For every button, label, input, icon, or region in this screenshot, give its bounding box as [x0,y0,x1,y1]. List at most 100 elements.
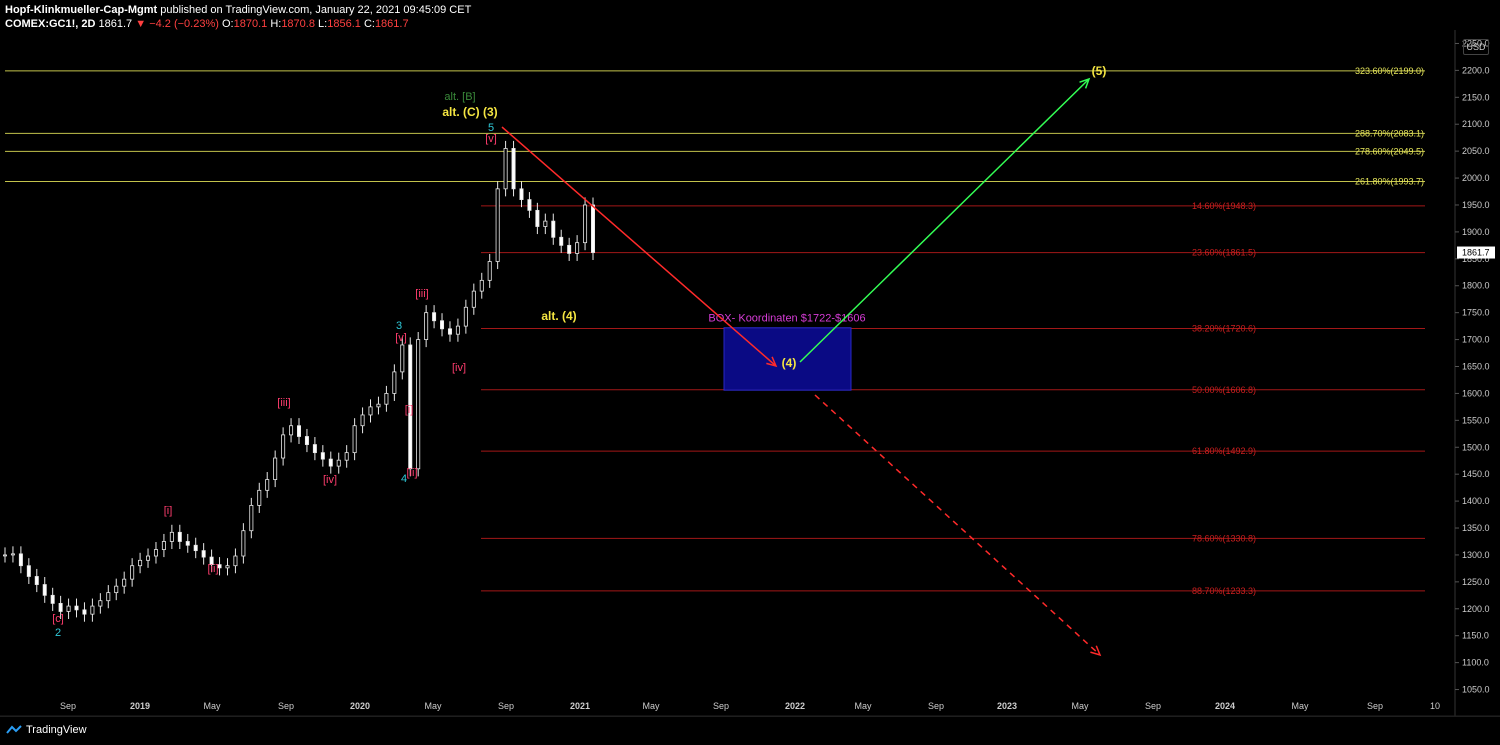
fib-level-label: 323.60%(2199.0) [1355,66,1424,76]
x-tick-label: 10 [1430,701,1440,711]
wave-label: [iii] [277,397,290,409]
up-arrow [799,78,1090,363]
price-bar-body [471,290,476,308]
price-bar-body [384,393,389,405]
x-tick-label: 2020 [350,701,370,711]
price-bar-body [368,406,373,416]
price-bar-body [583,204,588,244]
price-bar-body [447,328,452,335]
price-bar-body [304,436,309,445]
symbol-label[interactable]: COMEX:GC1!, 2D [5,18,96,30]
price-bar-body [559,236,564,246]
price-change: ▼ −4.2 (−0.23%) [135,18,219,30]
price-bar-body [130,565,135,580]
fib-level-label: 23.60%(1861.5) [1192,248,1256,258]
chart-header: Hopf-Klinkmueller-Cap-Mgmt published on … [5,3,471,31]
fib-level-label: 288.70%(2083.1) [1355,128,1424,138]
tradingview-logo-icon [6,725,22,735]
price-bar-body [225,565,230,569]
x-tick-label: May [854,701,872,711]
wave-label: [iv] [452,362,466,374]
fib-level-label: 88.70%(1233.3) [1192,586,1256,596]
y-tick-label: 2100.0 [1462,119,1490,129]
price-bar-body [193,544,198,552]
price-bar-body [543,220,548,227]
wave-label: [iii] [415,288,428,300]
price-bar-body [177,531,182,542]
price-bar-body [90,605,95,615]
price-bar-body [50,594,55,604]
y-tick-label: 1900.0 [1462,227,1490,237]
open-value: 1870.1 [233,18,268,30]
price-bar-body [257,489,262,506]
x-tick-label: May [424,701,442,711]
y-tick-label: 1100.0 [1462,658,1489,668]
y-tick-label: 1700.0 [1462,335,1490,345]
price-bar-body [3,554,8,557]
tradingview-brand: TradingView [26,724,87,736]
price-bar-body [169,531,174,542]
low-value: 1856.1 [327,18,361,30]
wave-label: alt. (4) [541,309,576,323]
wave-label: alt. (C) (3) [442,105,497,119]
footer-bar: TradingView [0,716,1500,745]
price-bar-body [495,188,500,262]
y-tick-label: 1250.0 [1462,577,1490,587]
wave-label: (5) [1092,64,1107,78]
open-label: O: [221,18,234,30]
wave-label: 5 [488,122,494,134]
y-tick-label: 1650.0 [1462,362,1490,372]
x-tick-label: 2023 [997,701,1017,711]
y-tick-label: 1950.0 [1462,200,1490,210]
y-tick-label: 1550.0 [1462,415,1490,425]
tradingview-logo[interactable]: TradingView [6,724,87,736]
price-bar-body [503,148,508,190]
wave-label: [iv] [323,474,337,486]
fib-level-label: 278.60%(2049.5) [1355,146,1424,156]
x-tick-label: May [203,701,221,711]
dashed-down-arrow-head [1090,645,1102,657]
price-bar-body [98,600,103,607]
y-tick-label: 2250.0 [1462,38,1490,48]
price-bar-body [82,609,87,615]
last-price-tag [1457,246,1495,259]
fib-level-label: 50.00%(1606.8) [1192,385,1256,395]
price-bar-body [511,148,516,190]
price-bar-body [567,244,572,254]
price-bar-body [185,541,190,546]
price-bar-body [328,458,333,467]
currency-button[interactable]: USD [1463,39,1489,55]
price-bar-body [535,209,540,227]
high-value: 1870.8 [281,18,315,30]
x-tick-label: May [1071,701,1089,711]
y-tick-label: 1600.0 [1462,388,1490,398]
price-bar-body [575,242,580,254]
price-bar-body [58,602,63,612]
price-bar-body [201,550,206,558]
y-tick-label: 1400.0 [1462,496,1490,506]
price-bar-body [519,188,524,200]
price-bar-body [233,555,238,567]
wave-label: 4 [401,473,407,485]
fib-level-label: 78.60%(1330.8) [1192,533,1256,543]
target-box: BOX- Koordinaten $1722-$1606 [708,313,866,391]
price-bar-body [408,344,413,470]
x-tick-label: Sep [278,701,294,711]
price-bar-body [281,434,286,459]
wave-labels: [c]2[i][ii][iii][iv]3[v][i][ii]4[iii][iv… [52,64,1106,639]
price-bar-body [273,457,278,480]
publisher-line: Hopf-Klinkmueller-Cap-Mgmt published on … [5,3,471,17]
price-bar-body [265,479,270,491]
x-tick-label: Sep [1145,701,1161,711]
y-tick-label: 1350.0 [1462,523,1490,533]
price-bar-body [18,553,23,567]
wave-label: alt. [B] [444,91,475,103]
price-bar-body [487,261,492,281]
price-bar-body [241,530,246,557]
price-bar-body [161,541,166,550]
price-bar-body [146,555,151,561]
projection-arrows [501,77,1102,657]
low-label: L: [318,18,328,30]
price-bar-body [138,559,143,567]
